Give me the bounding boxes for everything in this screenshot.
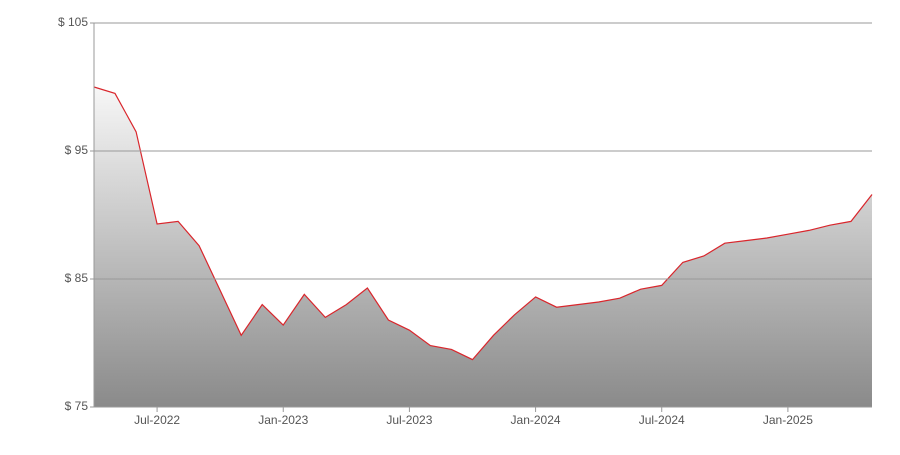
x-tick-label: Jan-2023 <box>258 413 308 427</box>
y-tick-label: $ 85 <box>65 271 89 285</box>
y-tick-label: $ 105 <box>58 15 88 29</box>
x-tick-label: Jul-2022 <box>134 413 180 427</box>
y-tick-label: $ 95 <box>65 143 89 157</box>
x-tick-label: Jul-2023 <box>386 413 432 427</box>
y-tick-label: $ 75 <box>65 399 89 413</box>
price-line <box>93 86 873 361</box>
x-tick-label: Jan-2025 <box>763 413 813 427</box>
x-tick-label: Jul-2024 <box>639 413 685 427</box>
x-tick-label: Jan-2024 <box>511 413 561 427</box>
area <box>94 87 872 407</box>
